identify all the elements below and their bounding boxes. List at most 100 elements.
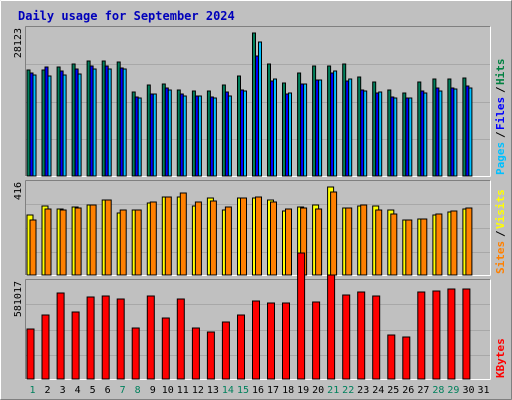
bar-kbytes-day-9 <box>146 295 155 380</box>
bar-sites-day-16 <box>255 196 262 276</box>
bar-sites-day-14 <box>224 206 232 276</box>
bar-pages-day-1 <box>32 74 37 177</box>
bar-kbytes-day-2 <box>41 314 50 380</box>
panel-hits-legend: Pages/Files/Hits <box>494 59 507 176</box>
chart-title: Daily usage for September 2024 <box>18 9 235 23</box>
x-tick-label-day-13: 13 <box>207 385 219 396</box>
bar-sites-day-24 <box>375 209 383 276</box>
bar-kbytes-day-24 <box>372 295 381 380</box>
bar-sites-day-22 <box>345 207 353 276</box>
bar-sites-day-9 <box>149 201 157 276</box>
panel-hits: 28123 Pages/Files/Hits <box>13 26 507 177</box>
bar-sites-day-6 <box>104 199 112 276</box>
panel-visits-y-max-label: 416 <box>13 182 24 200</box>
bar-sites-day-4 <box>74 207 82 276</box>
bar-pages-day-20 <box>318 79 323 177</box>
bar-kbytes-day-19 <box>297 252 306 380</box>
bar-sites-day-11 <box>179 192 187 276</box>
x-tick-label-day-6: 6 <box>105 385 111 396</box>
bar-pages-day-17 <box>273 78 277 177</box>
x-tick-label-day-7: 7 <box>120 385 126 396</box>
bar-sites-day-27 <box>420 218 428 276</box>
bar-pages-day-16 <box>258 41 262 177</box>
bar-sites-day-10 <box>164 196 172 276</box>
bar-kbytes-day-11 <box>176 298 185 380</box>
bar-kbytes-day-28 <box>432 290 441 380</box>
bar-kbytes-day-22 <box>342 294 351 380</box>
bar-kbytes-day-26 <box>402 336 411 380</box>
x-tick-label-day-4: 4 <box>75 385 81 396</box>
x-tick-label-day-3: 3 <box>60 385 66 396</box>
x-tick-label-day-21: 21 <box>327 385 339 396</box>
legend-sites: Sites <box>494 241 507 274</box>
bar-pages-day-30 <box>468 87 473 177</box>
bar-kbytes-day-15 <box>237 314 245 380</box>
x-tick-label-day-27: 27 <box>417 385 429 396</box>
bar-kbytes-day-17 <box>267 302 275 380</box>
panel-kbytes-y-max-label: 581017 <box>13 281 24 317</box>
bar-sites-day-26 <box>405 219 413 276</box>
bar-kbytes-day-3 <box>56 292 65 380</box>
bar-pages-day-13 <box>212 97 217 177</box>
bar-kbytes-day-25 <box>387 334 396 380</box>
bar-pages-day-21 <box>333 70 338 177</box>
x-tick-label-day-26: 26 <box>402 385 414 396</box>
panel-hits-y-max-label: 28123 <box>13 28 24 58</box>
bar-pages-day-2 <box>47 75 52 177</box>
chart-panels: 28123 Pages/Files/Hits 416 Sites/Visits 5810… <box>13 26 507 380</box>
x-tick-label-day-25: 25 <box>387 385 399 396</box>
bar-pages-day-5 <box>92 68 97 177</box>
legend-separator: / <box>494 131 507 138</box>
x-tick-label-day-18: 18 <box>282 385 294 396</box>
bar-sites-day-28 <box>435 213 443 276</box>
bar-kbytes-day-12 <box>191 327 200 380</box>
legend-files: Files <box>494 97 507 130</box>
bar-pages-day-8 <box>137 97 142 177</box>
x-tick-label-day-23: 23 <box>357 385 369 396</box>
x-tick-label-day-1: 1 <box>29 385 35 396</box>
panel-visits-legend: Sites /Visits <box>494 189 507 274</box>
x-axis-labels: 1 2 3 4 5 6 7 8 9 10 11 12 13 14 15 16 17 18 19 20 21 22 23 24 2… <box>29 385 489 396</box>
x-tick-label-day-15: 15 <box>237 385 249 396</box>
panel-visits: 416 Sites /Visits <box>13 180 507 276</box>
bar-kbytes-day-20 <box>312 301 321 380</box>
x-tick-label-day-8: 8 <box>135 385 141 396</box>
x-tick-label-day-31: 31 <box>477 385 489 396</box>
bar-sites-day-21 <box>330 191 338 276</box>
bar-kbytes-day-1 <box>26 328 35 380</box>
x-tick-label-day-22: 22 <box>342 385 354 396</box>
panel-kbytes-legend: KBytes <box>494 338 507 378</box>
bar-kbytes-day-14 <box>221 321 230 380</box>
bar-sites-day-13 <box>209 200 217 276</box>
legend-kbytes: KBytes <box>494 338 507 378</box>
bar-pages-day-3 <box>62 74 67 177</box>
bar-pages-day-7 <box>122 68 127 177</box>
x-tick-label-day-11: 11 <box>177 385 189 396</box>
bar-kbytes-day-7 <box>116 298 125 380</box>
bar-pages-day-4 <box>77 73 82 177</box>
x-tick-label-day-2: 2 <box>44 385 50 396</box>
bar-pages-day-22 <box>348 78 353 177</box>
legend-separator: / <box>494 86 507 93</box>
bar-kbytes-day-4 <box>71 311 80 380</box>
bar-sites-day-20 <box>315 208 323 276</box>
bar-sites-day-1 <box>29 219 37 276</box>
bar-kbytes-day-6 <box>101 295 110 380</box>
bar-sites-day-7 <box>119 209 127 276</box>
x-tick-label-day-10: 10 <box>162 385 174 396</box>
x-tick-label-day-14: 14 <box>222 385 234 396</box>
bar-sites-day-25 <box>390 213 398 276</box>
x-tick-label-day-19: 19 <box>297 385 309 396</box>
bar-pages-day-24 <box>378 91 383 177</box>
bar-pages-day-29 <box>453 88 458 177</box>
x-tick-label-day-9: 9 <box>150 385 156 396</box>
bar-pages-day-15 <box>243 90 247 177</box>
bar-sites-day-5 <box>89 204 97 276</box>
bar-pages-day-27 <box>423 92 428 177</box>
bar-kbytes-day-13 <box>206 331 215 380</box>
bar-pages-day-18 <box>288 92 292 177</box>
bar-kbytes-day-18 <box>282 302 290 380</box>
x-tick-label-day-28: 28 <box>432 385 444 396</box>
x-tick-label-day-20: 20 <box>312 385 324 396</box>
bar-sites-day-12 <box>194 201 202 276</box>
